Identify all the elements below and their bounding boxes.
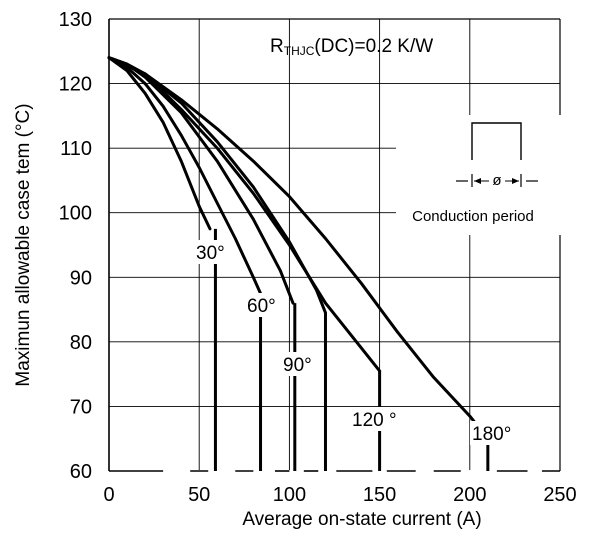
y-tick-label-110: 110 [60,138,92,160]
series-curve-5 [107,56,382,373]
x-tick-label-50: 50 [188,484,210,506]
x-tick-label-200: 200 [453,484,486,506]
series-label-120: 120 ° [352,410,397,431]
rthjc-prefix: R [270,36,284,57]
y-tick-label-90: 90 [70,267,92,289]
series-curve-2 [107,56,295,305]
pulse-phi-symbol: ø [492,172,501,189]
y-axis-label: Maximun allowable case tem (°C) [13,103,34,386]
tick-labels: 0 50 100 150 200 250 60 70 80 90 100 110 120 130 [59,9,577,506]
x-tick-label-100: 100 [273,484,306,506]
series-label-30: 30° [196,243,225,264]
x-tick-label-0: 0 [103,484,114,506]
pulse-arrow-left [474,178,481,184]
x-axis-label: Average on-state current (A) [242,509,481,530]
series-label-180: 180° [472,424,511,445]
y-tick-label-80: 80 [70,332,92,354]
pulse-arrow-right [512,178,519,184]
conduction-inset: ø Conduction period [396,115,566,235]
rthjc-subscript: THJC [284,44,315,58]
y-tick-label-100: 100 [59,203,92,225]
series-label-60: 60° [247,296,276,317]
pulse-shape [471,122,522,160]
rthjc-annotation: RTHJC(DC)=0.2 K/W [270,36,433,58]
series-curve-3 [107,56,327,315]
rthjc-suffix: (DC)=0.2 K/W [314,36,433,57]
series-labels: 30° 60° 90° 120 ° 180° [194,240,522,445]
x-tick-label-150: 150 [363,484,396,506]
y-tick-label-120: 120 [59,74,92,96]
y-tick-label-70: 70 [70,396,92,418]
series-curve-1 [107,56,262,295]
conduction-period-label: Conduction period [412,208,534,225]
series-label-90: 90° [283,355,312,376]
grid [108,18,561,471]
y-tick-label-60: 60 [70,461,92,483]
x-tick-label-250: 250 [543,484,576,506]
series-curve-4 [107,56,490,441]
series-curve-0 [107,56,212,231]
y-tick-label-130: 130 [59,9,92,31]
